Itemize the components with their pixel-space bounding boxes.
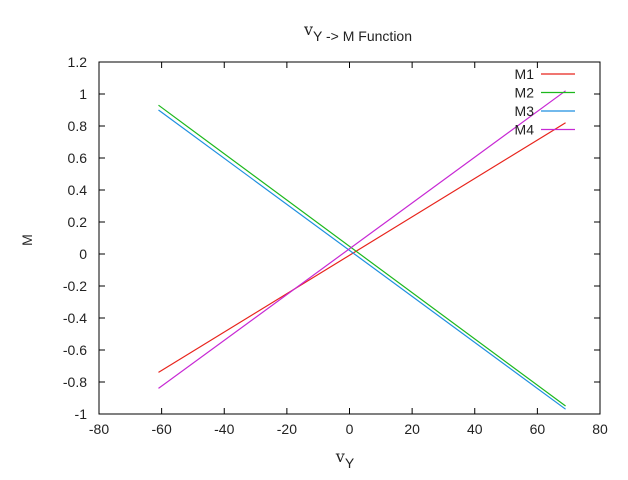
x-tick-label: 0 <box>346 421 354 437</box>
x-tick-label: 40 <box>467 421 483 437</box>
y-tick-label: 1.2 <box>68 54 88 70</box>
y-axis-label: M <box>19 234 35 246</box>
y-tick-label: -0.2 <box>63 278 87 294</box>
x-axis-ticks: -80 -60 -40 -20 0 20 40 60 80 <box>89 62 608 437</box>
series-line-m1 <box>158 122 566 373</box>
y-tick-label: 0.6 <box>68 150 88 166</box>
series-line-m4 <box>158 90 566 389</box>
series-lines <box>158 90 566 410</box>
x-tick-label: 20 <box>404 421 420 437</box>
series-line-m2 <box>158 104 566 407</box>
y-tick-label: 0.2 <box>68 214 88 230</box>
y-tick-label: -0.4 <box>63 310 87 326</box>
x-tick-label: -80 <box>89 421 109 437</box>
x-axis-label: vY <box>335 447 355 471</box>
x-tick-label: 60 <box>530 421 546 437</box>
chart-title: vY -> M Function <box>303 20 412 44</box>
x-tick-label: -60 <box>152 421 172 437</box>
legend-label-m4: M4 <box>515 122 535 138</box>
y-tick-label: -1 <box>75 406 88 422</box>
y-tick-label: -0.6 <box>63 342 87 358</box>
chart-title-subscript: Y -> M Function <box>313 28 412 44</box>
y-tick-label: 0.8 <box>68 118 88 134</box>
y-axis-ticks: -1 -0.8 -0.6 -0.4 -0.2 0 0.2 0.4 0.6 0.8 1 1.2 <box>63 54 600 422</box>
series-line-m3 <box>158 109 566 410</box>
legend-label-m2: M2 <box>515 85 535 101</box>
chart-title-symbol: v <box>303 20 313 39</box>
x-tick-label: 80 <box>592 421 608 437</box>
legend-label-m1: M1 <box>515 66 535 82</box>
x-axis-label-subscript: Y <box>345 455 355 471</box>
y-tick-label: 0 <box>79 246 87 262</box>
y-tick-label: -0.8 <box>63 374 87 390</box>
y-tick-label: 1 <box>79 86 87 102</box>
x-tick-label: -20 <box>277 421 297 437</box>
x-tick-label: -40 <box>214 421 234 437</box>
y-tick-label: 0.4 <box>68 182 88 198</box>
x-axis-label-symbol: v <box>335 447 345 466</box>
legend-label-m3: M3 <box>515 103 535 119</box>
legend: M1 M2 M3 M4 <box>515 66 575 138</box>
